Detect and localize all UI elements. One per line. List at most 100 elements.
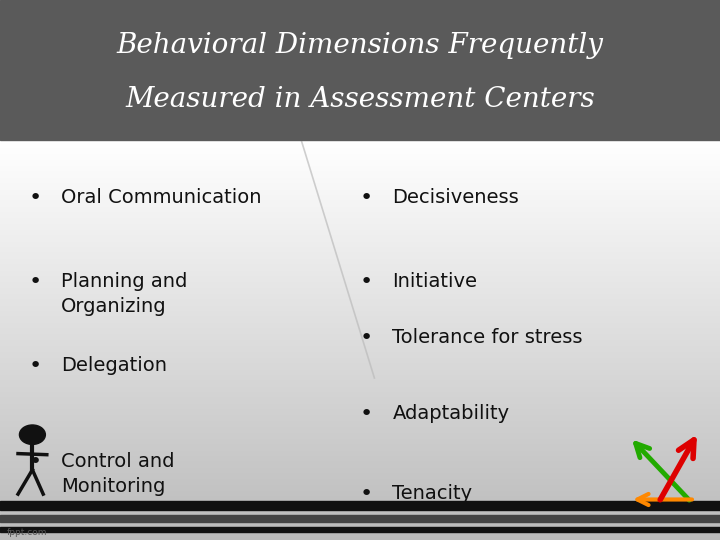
Bar bbox=[0, 307, 720, 308]
Text: •: • bbox=[360, 404, 373, 424]
Text: Planning and
Organizing: Planning and Organizing bbox=[61, 272, 188, 316]
Bar bbox=[0, 206, 720, 207]
Bar bbox=[0, 267, 720, 268]
Bar bbox=[0, 295, 720, 296]
Bar bbox=[0, 421, 720, 423]
Bar bbox=[0, 316, 720, 318]
Bar bbox=[0, 471, 720, 472]
Bar bbox=[0, 363, 720, 364]
Bar bbox=[0, 515, 720, 522]
Bar bbox=[0, 264, 720, 266]
Bar bbox=[0, 494, 720, 495]
Bar bbox=[0, 441, 720, 443]
Bar bbox=[0, 220, 720, 221]
Bar bbox=[0, 391, 720, 392]
Bar bbox=[0, 377, 720, 379]
Bar bbox=[0, 380, 720, 381]
Bar bbox=[0, 514, 720, 515]
Bar bbox=[0, 183, 720, 184]
Bar bbox=[0, 465, 720, 467]
Bar bbox=[0, 344, 720, 346]
Bar bbox=[0, 336, 720, 338]
Bar bbox=[0, 198, 720, 199]
Bar bbox=[0, 517, 720, 519]
Bar bbox=[0, 186, 720, 187]
Bar bbox=[0, 218, 720, 219]
Bar bbox=[0, 279, 720, 280]
Bar bbox=[0, 178, 720, 179]
Text: •: • bbox=[29, 272, 42, 292]
Bar bbox=[0, 491, 720, 492]
Bar bbox=[0, 212, 720, 214]
Bar bbox=[0, 296, 720, 298]
Bar bbox=[0, 324, 720, 326]
Bar bbox=[0, 266, 720, 267]
Bar bbox=[0, 269, 720, 271]
Bar bbox=[0, 226, 720, 227]
Bar bbox=[0, 428, 720, 429]
Bar bbox=[0, 519, 720, 520]
Text: •: • bbox=[29, 188, 42, 208]
Text: fppt.com: fppt.com bbox=[7, 528, 48, 537]
Bar bbox=[0, 392, 720, 394]
Bar bbox=[0, 495, 720, 496]
Bar bbox=[0, 276, 720, 278]
Bar bbox=[0, 447, 720, 448]
Bar bbox=[0, 388, 720, 389]
Bar bbox=[0, 351, 720, 352]
Bar bbox=[0, 536, 720, 537]
Bar bbox=[0, 221, 720, 223]
Text: •: • bbox=[29, 452, 42, 472]
Bar bbox=[0, 539, 720, 540]
Bar bbox=[0, 444, 720, 446]
Bar bbox=[0, 164, 720, 166]
Bar bbox=[0, 524, 720, 525]
Text: •: • bbox=[360, 188, 373, 208]
Bar bbox=[0, 515, 720, 516]
Bar bbox=[0, 429, 720, 431]
Bar bbox=[0, 389, 720, 391]
Bar bbox=[0, 505, 720, 507]
Bar bbox=[0, 535, 720, 536]
Bar bbox=[0, 150, 720, 151]
Bar bbox=[0, 367, 720, 368]
Bar bbox=[0, 331, 720, 332]
Bar bbox=[0, 406, 720, 407]
Bar bbox=[0, 395, 720, 396]
Bar bbox=[0, 401, 720, 403]
Bar bbox=[0, 356, 720, 357]
Bar bbox=[0, 399, 720, 400]
Text: Decisiveness: Decisiveness bbox=[392, 188, 519, 207]
Bar bbox=[0, 248, 720, 249]
Bar bbox=[0, 195, 720, 197]
Bar bbox=[0, 383, 720, 384]
Bar bbox=[0, 516, 720, 517]
Bar bbox=[0, 167, 720, 168]
Bar bbox=[0, 501, 720, 510]
Text: •: • bbox=[360, 328, 373, 348]
Bar bbox=[0, 340, 720, 341]
Bar bbox=[0, 407, 720, 408]
Bar bbox=[0, 234, 720, 235]
Bar bbox=[0, 144, 720, 146]
Bar bbox=[0, 214, 720, 215]
Bar bbox=[0, 140, 720, 141]
Bar bbox=[0, 488, 720, 489]
Bar bbox=[0, 357, 720, 359]
Bar bbox=[0, 455, 720, 456]
Bar bbox=[0, 483, 720, 484]
Bar bbox=[0, 461, 720, 463]
Bar bbox=[0, 497, 720, 499]
Bar bbox=[0, 188, 720, 190]
Bar bbox=[0, 409, 720, 411]
Bar bbox=[0, 346, 720, 347]
Bar bbox=[0, 304, 720, 306]
Text: Behavioral Dimensions Frequently: Behavioral Dimensions Frequently bbox=[117, 32, 603, 59]
Bar bbox=[0, 230, 720, 231]
Bar bbox=[0, 148, 720, 150]
Bar bbox=[0, 424, 720, 426]
Bar bbox=[0, 211, 720, 212]
Bar bbox=[0, 412, 720, 414]
Bar bbox=[0, 197, 720, 198]
Bar bbox=[0, 467, 720, 468]
